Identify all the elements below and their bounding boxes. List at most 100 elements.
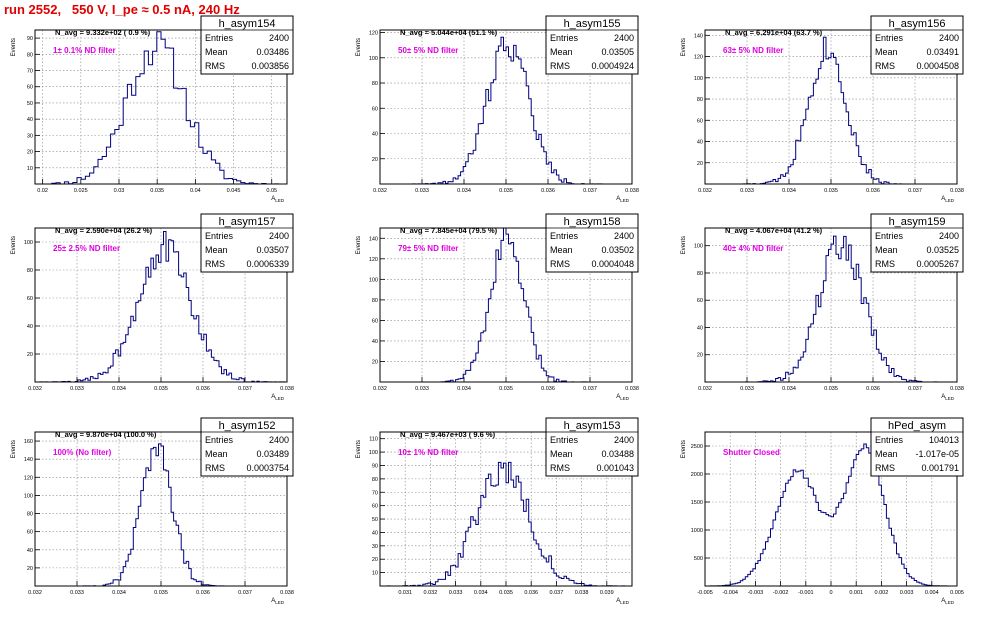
x-axis-label-main: A <box>271 394 275 400</box>
panel-h_asym152: 0.032 0.033 0.034 0.035 0.036 0.037 0.038 20 40 6… <box>11 417 294 605</box>
stats-label: RMS <box>550 463 570 473</box>
y-axis-label: Events <box>681 38 687 56</box>
histogram-hPed_asym <box>705 443 957 587</box>
x-tick-label: 0.036 <box>866 188 880 194</box>
x-axis-label-main: A <box>616 598 620 604</box>
x-axis-label-subscript: LED <box>275 198 285 203</box>
x-tick-label: -0.001 <box>798 590 814 596</box>
x-tick-label: 0.033 <box>740 386 754 392</box>
histogram-h_asym159 <box>705 235 957 383</box>
y-tick-label: 20 <box>372 557 378 563</box>
y-tick-label: 40 <box>372 339 378 345</box>
stats-label: Entries <box>875 33 904 43</box>
x-tick-label: 0.032 <box>698 386 712 392</box>
stats-label: RMS <box>875 61 895 71</box>
x-tick-label: -0.004 <box>722 590 738 596</box>
y-tick-label: 110 <box>369 437 378 443</box>
x-tick-label: 0.037 <box>908 386 922 392</box>
stats-value: 0.0006339 <box>246 259 289 269</box>
stats-value: 0.0003754 <box>246 463 289 473</box>
stats-label: RMS <box>205 463 225 473</box>
y-axis-label: Events <box>11 440 17 458</box>
stats-value: 0.03491 <box>926 47 959 57</box>
x-tick-label: 0.038 <box>575 590 589 596</box>
x-axis-label-main: A <box>271 598 275 604</box>
y-tick-label: 30 <box>27 133 33 139</box>
x-axis-label-subscript: LED <box>945 600 955 605</box>
y-tick-label: 120 <box>694 55 703 61</box>
stats-value: 0.03525 <box>926 245 959 255</box>
x-tick-label: 0.032 <box>424 590 438 596</box>
x-tick-label: 0.033 <box>415 386 429 392</box>
x-tick-label: 0.035 <box>154 590 168 596</box>
x-tick-label: 0.037 <box>583 188 597 194</box>
stats-label: Mean <box>550 47 573 57</box>
y-tick-label: 100 <box>24 493 33 499</box>
x-tick-label: 0.032 <box>28 590 42 596</box>
y-tick-label: 40 <box>27 548 33 554</box>
stats-label: Mean <box>550 245 573 255</box>
navg-label: N_avg = 9.467e+03 ( 9.6 %) <box>400 430 496 439</box>
x-tick-label: 0.032 <box>28 386 42 392</box>
histogram-name: h_asym158 <box>564 216 621 228</box>
x-axis-label: ALED <box>941 598 955 605</box>
y-tick-label: 90 <box>27 36 33 42</box>
histogram-name: h_asym153 <box>564 420 621 432</box>
x-tick-labels: 0.02 0.025 0.03 0.035 0.04 0.045 0.05 <box>37 188 277 194</box>
navg-label: N_avg = 2.590e+04 (26.2 %) <box>55 226 153 235</box>
panel-h_asym155: 0.032 0.033 0.034 0.035 0.036 0.037 0.038 20 40 6… <box>356 15 639 203</box>
panel-h_asym154: 0.02 0.025 0.03 0.035 0.04 0.045 0.05 10 20 30 40 5… <box>11 15 294 203</box>
x-tick-label: 0.034 <box>782 188 796 194</box>
y-tick-label: 100 <box>369 450 378 456</box>
y-tick-label: 2500 <box>691 444 703 450</box>
stats-value: 2400 <box>269 33 289 43</box>
y-tick-labels: 10 20 30 40 50 60 70 80 90 100 110 <box>369 437 378 577</box>
stats-box: h_asym153 Entries 2400 Mean 0.03488 RMS 0.0010… <box>545 417 639 477</box>
y-tick-label: 140 <box>24 457 33 463</box>
y-tick-label: 80 <box>697 271 703 277</box>
y-tick-label: 70 <box>27 69 33 75</box>
y-tick-label: 60 <box>372 106 378 112</box>
y-tick-label: 2000 <box>691 472 703 478</box>
x-axis-label: ALED <box>616 598 630 605</box>
x-tick-label: 0.02 <box>37 188 48 194</box>
x-tick-label: 0.03 <box>114 188 125 194</box>
stats-value: 2400 <box>939 231 959 241</box>
x-tick-label: 0.05 <box>266 188 277 194</box>
y-tick-label: 80 <box>372 477 378 483</box>
y-tick-label: 60 <box>697 298 703 304</box>
x-tick-label: 0.034 <box>474 590 488 596</box>
y-axis-label: Events <box>356 236 362 254</box>
x-axis-label-subscript: LED <box>945 198 955 203</box>
stats-value: 2400 <box>614 33 634 43</box>
x-tick-label: 0.005 <box>950 590 964 596</box>
y-tick-label: 50 <box>27 101 33 107</box>
y-tick-label: 20 <box>27 150 33 156</box>
x-tick-label: 0.033 <box>415 188 429 194</box>
plot-frame <box>34 29 288 185</box>
histogram-name: h_asym157 <box>219 216 276 228</box>
x-tick-label: 0.035 <box>824 386 838 392</box>
y-tick-label: 160 <box>24 439 33 445</box>
y-tick-labels: 20 40 60 80 100 120 140 160 <box>24 439 33 572</box>
stats-value: 0.001043 <box>596 463 634 473</box>
y-tick-labels: 20 40 60 80 100 120 140 <box>369 236 378 365</box>
x-tick-label: 0.034 <box>112 386 126 392</box>
stats-label: Mean <box>875 449 898 459</box>
y-tick-label: 20 <box>697 161 703 167</box>
x-tick-label: 0.034 <box>457 188 471 194</box>
filter-label: 50± 5% ND filter <box>398 46 458 55</box>
panel-h_asym153: 0.031 0.032 0.033 0.034 0.035 0.036 0.037 0.038… <box>356 417 639 605</box>
y-tick-label: 100 <box>369 56 378 62</box>
x-tick-label: 0.032 <box>373 386 387 392</box>
x-axis-label: ALED <box>271 394 285 401</box>
stats-box: h_asym157 Entries 2400 Mean 0.03507 RMS 0.0006… <box>200 213 294 273</box>
x-tick-label: 0.037 <box>238 590 252 596</box>
histogram-name: h_asym155 <box>564 18 621 30</box>
x-tick-labels: 0.032 0.033 0.034 0.035 0.036 0.037 0.038 <box>698 188 964 194</box>
y-tick-labels: 10 20 30 40 50 60 70 80 90 <box>27 36 33 172</box>
y-tick-label: 100 <box>694 76 703 82</box>
y-tick-label: 80 <box>27 268 33 274</box>
stats-value: 0.03488 <box>601 449 634 459</box>
